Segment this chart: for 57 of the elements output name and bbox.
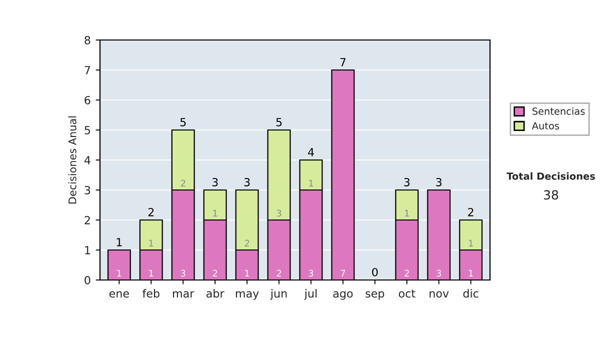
- data-label: 1: [245, 270, 250, 276]
- total-label: 3: [212, 178, 218, 186]
- data-label: 1: [149, 240, 154, 246]
- data-label: 1: [468, 270, 473, 276]
- total-label: 3: [244, 178, 250, 186]
- legend-label: Autos: [532, 122, 560, 130]
- y-tick-label: 8: [84, 36, 90, 44]
- text: 38: [544, 190, 558, 200]
- data-label: 1: [405, 210, 409, 216]
- text: Total Decisiones: [506, 172, 595, 180]
- total-label: 4: [308, 148, 314, 156]
- total-label: 7: [340, 58, 346, 66]
- data-label: 1: [468, 240, 473, 246]
- x-tick-label: feb: [142, 289, 160, 298]
- data-label: 2: [404, 270, 409, 276]
- data-label: 2: [276, 270, 281, 276]
- y-axis-title: Decisiones Anual: [68, 116, 76, 204]
- data-label: 2: [180, 180, 186, 186]
- data-label: 3: [276, 210, 282, 217]
- total-label: 5: [276, 118, 282, 126]
- y-tick-label: 6: [84, 96, 90, 104]
- data-label: 1: [309, 180, 314, 186]
- x-tick-label: ene: [109, 291, 129, 298]
- x-tick-label: sep: [366, 291, 384, 300]
- total-label: 3: [404, 178, 410, 186]
- total-label: 0: [372, 268, 378, 276]
- data-label: 3: [180, 270, 186, 277]
- y-tick-label: 3: [84, 186, 90, 194]
- y-tick-label: 0: [84, 276, 90, 284]
- data-label: 1: [117, 270, 122, 276]
- data-label: 3: [308, 270, 314, 277]
- total-label: 3: [436, 178, 442, 186]
- data-label: 3: [436, 270, 441, 277]
- x-tick-label: may: [236, 291, 259, 300]
- total-label: 2: [148, 208, 154, 216]
- x-tick-label: abr: [206, 289, 224, 298]
- x-tick-label: jun: [270, 289, 287, 300]
- legend-label: Sentencias: [532, 107, 585, 115]
- y-tick-label: 7: [84, 66, 90, 74]
- x-tick-label: mar: [173, 291, 194, 298]
- x-tick-label: ago: [333, 291, 353, 300]
- y-tick-label: 2: [84, 216, 90, 224]
- y-tick-label: 5: [84, 126, 90, 134]
- data-label: 7: [340, 270, 346, 276]
- x-tick-label: jul: [304, 289, 317, 300]
- x-tick-label: oct: [398, 290, 416, 298]
- data-label: 2: [244, 240, 250, 246]
- total-label: 5: [180, 118, 186, 126]
- data-label: 1: [213, 210, 218, 216]
- data-label: 2: [212, 270, 218, 276]
- data-label: 1: [149, 270, 154, 276]
- x-tick-label: dic: [463, 289, 478, 298]
- x-tick-label: nov: [430, 291, 449, 298]
- total-label: 2: [468, 208, 474, 216]
- y-tick-label: 1: [85, 246, 90, 254]
- total-label: 1: [116, 238, 122, 246]
- y-tick-label: 4: [84, 156, 90, 164]
